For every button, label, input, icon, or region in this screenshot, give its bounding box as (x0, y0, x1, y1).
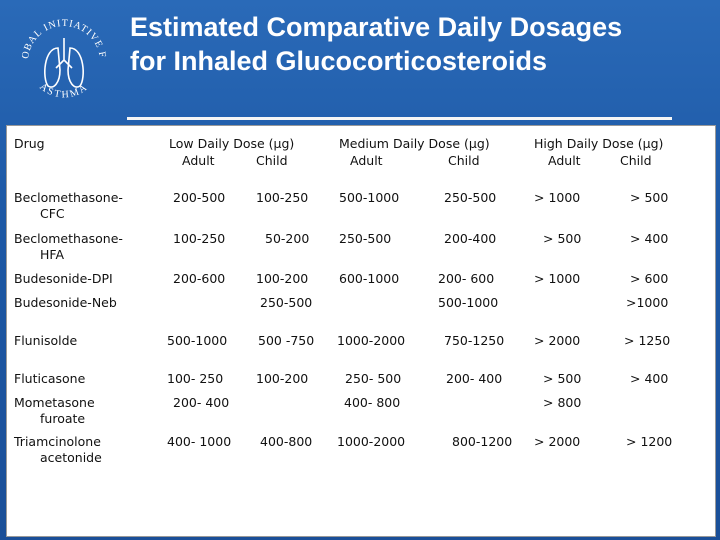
header-high-child: Child (620, 153, 652, 168)
cell-high-child: > 1200 (626, 434, 673, 449)
cell-high: >1000 (626, 295, 669, 310)
cell-low-adult: 200-600 (173, 271, 226, 286)
title-line-2: for Inhaled Glucocorticosteroids (130, 46, 548, 76)
cell-high-adult: > 2000 (534, 333, 581, 348)
dosage-table: Drug Low Daily Dose (μg) Adult Child Med… (6, 125, 716, 537)
logo-text-bottom: ASTHMA (37, 81, 88, 100)
page-title: Estimated Comparative Daily Dosages for … (130, 10, 690, 78)
cell-low-child: 500 -750 (258, 333, 315, 348)
cell-low-adult: 500-1000 (167, 333, 228, 348)
cell-medium-child: 200-400 (444, 231, 497, 246)
table-row-drug: Mometasone (14, 395, 95, 410)
header-high-adult: Adult (548, 153, 581, 168)
header-high: High Daily Dose (μg) (534, 136, 664, 151)
table-row-drug: Budesonide-Neb (14, 295, 117, 310)
gina-logo: GLOBAL INITIATIVE FOR ASTHMA (14, 8, 108, 101)
header-medium-adult: Adult (350, 153, 383, 168)
header-low-child: Child (256, 153, 288, 168)
header-low-adult: Adult (182, 153, 215, 168)
cell-high-adult: > 2000 (534, 434, 581, 449)
table-row-drug: Beclomethasone- (14, 190, 123, 205)
cell-low: 250-500 (260, 295, 313, 310)
cell-low-child: 100-200 (256, 271, 309, 286)
header-medium: Medium Daily Dose (μg) (339, 136, 490, 151)
cell-low: 200- 400 (173, 395, 230, 410)
cell-medium-adult: 1000-2000 (337, 333, 406, 348)
cell-high-child: > 400 (630, 371, 669, 386)
cell-high-child: > 600 (630, 271, 669, 286)
cell-medium-adult: 1000-2000 (337, 434, 406, 449)
cell-medium-adult: 500-1000 (339, 190, 400, 205)
table-row-drug-line2: acetonide (40, 450, 102, 465)
cell-high-adult: > 500 (543, 371, 582, 386)
table-row-drug: Beclomethasone- (14, 231, 123, 246)
header-drug: Drug (14, 136, 45, 151)
cell-high: > 800 (543, 395, 582, 410)
cell-high-child: > 500 (630, 190, 669, 205)
cell-low-adult: 200-500 (173, 190, 226, 205)
cell-medium-adult: 600-1000 (339, 271, 400, 286)
cell-medium: 400- 800 (344, 395, 401, 410)
cell-high-adult: > 500 (543, 231, 582, 246)
title-line-1: Estimated Comparative Daily Dosages (130, 12, 623, 42)
cell-low-child: 50-200 (265, 231, 310, 246)
lungs-icon (44, 38, 84, 88)
cell-medium-adult: 250- 500 (345, 371, 402, 386)
cell-low-child: 400-800 (260, 434, 313, 449)
table-row-drug-line2: HFA (40, 247, 64, 262)
header-low: Low Daily Dose (μg) (169, 136, 295, 151)
cell-high-adult: > 1000 (534, 271, 581, 286)
svg-text:GLOBAL INITIATIVE FOR: GLOBAL INITIATIVE FOR (14, 8, 108, 60)
cell-medium-adult: 250-500 (339, 231, 392, 246)
title-divider (127, 117, 672, 120)
cell-low-adult: 400- 1000 (167, 434, 232, 449)
table-row-drug: Flunisolde (14, 333, 78, 348)
cell-low-adult: 100- 250 (167, 371, 224, 386)
table-row-drug-line2: CFC (40, 206, 65, 221)
cell-low-child: 100-200 (256, 371, 309, 386)
cell-high-adult: > 1000 (534, 190, 581, 205)
table-row-drug: Fluticasone (14, 371, 86, 386)
cell-medium-child: 800-1200 (452, 434, 513, 449)
cell-low-adult: 100-250 (173, 231, 226, 246)
table-row-drug: Triamcinolone (14, 434, 101, 449)
cell-medium-child: 750-1250 (444, 333, 505, 348)
logo-text-top: GLOBAL INITIATIVE FOR (14, 8, 107, 60)
cell-medium: 500-1000 (438, 295, 499, 310)
cell-medium-child: 200- 400 (446, 371, 503, 386)
cell-high-child: > 400 (630, 231, 669, 246)
table-row-drug-line2: furoate (40, 411, 86, 426)
header-medium-child: Child (448, 153, 480, 168)
cell-high-child: > 1250 (624, 333, 671, 348)
table-row-drug: Budesonide-DPI (14, 271, 113, 286)
cell-medium-child: 250-500 (444, 190, 497, 205)
cell-medium-child: 200- 600 (438, 271, 495, 286)
cell-low-child: 100-250 (256, 190, 309, 205)
svg-text:ASTHMA: ASTHMA (37, 81, 90, 100)
